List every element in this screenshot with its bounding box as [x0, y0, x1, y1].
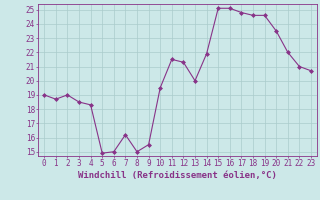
X-axis label: Windchill (Refroidissement éolien,°C): Windchill (Refroidissement éolien,°C)	[78, 171, 277, 180]
